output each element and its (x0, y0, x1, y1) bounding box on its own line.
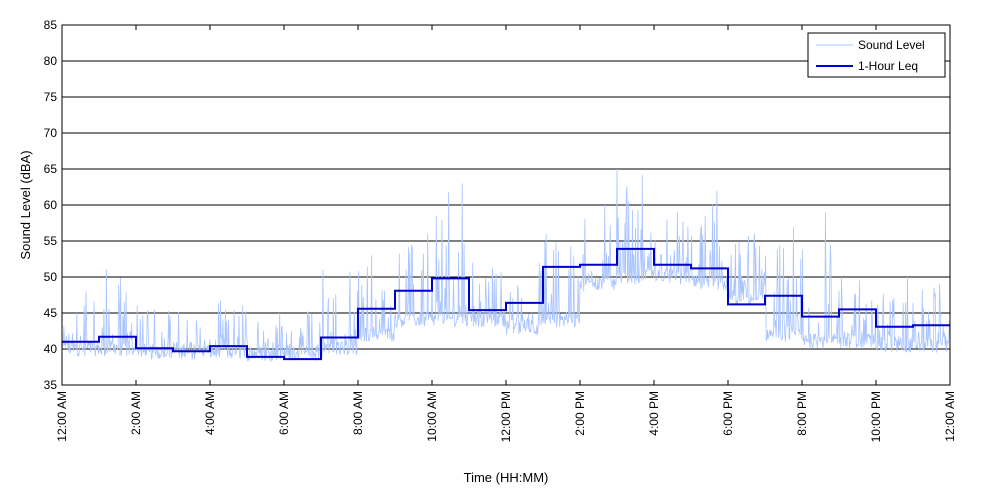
x-tick-label: 2:00 AM (129, 391, 143, 435)
x-tick-label: 4:00 PM (647, 391, 661, 436)
y-axis-title: Sound Level (dBA) (18, 150, 33, 259)
y-tick-label: 65 (44, 162, 58, 176)
y-tick-label: 60 (44, 198, 58, 212)
legend-label-sound-level: Sound Level (858, 38, 925, 52)
sound-level-trace (61, 168, 950, 363)
x-tick-label: 12:00 PM (499, 391, 513, 442)
y-tick-label: 70 (44, 126, 58, 140)
x-tick-label: 8:00 AM (351, 391, 365, 435)
x-tick-label: 10:00 AM (425, 391, 439, 442)
sound-level-line (61, 168, 950, 363)
y-tick-label: 85 (44, 18, 58, 32)
x-tick-label: 2:00 PM (573, 391, 587, 436)
y-tick-label: 75 (44, 90, 58, 104)
y-tick-label: 50 (44, 270, 58, 284)
x-tick-labels: 12:00 AM 2:00 AM 4:00 AM 6:00 AM 8:00 AM 10:0… (55, 391, 957, 442)
y-tick-labels: 35 40 45 50 55 60 65 70 75 80 85 (44, 18, 58, 392)
leq-line (62, 247, 950, 361)
y-tick-label: 55 (44, 234, 58, 248)
x-tick-label: 6:00 PM (721, 391, 735, 436)
y-tick-label: 35 (44, 378, 58, 392)
x-tick-label: 12:00 AM (943, 391, 957, 442)
y-tick-label: 40 (44, 342, 58, 356)
legend-box (807, 32, 946, 78)
legend-label-leq: 1-Hour Leq (858, 59, 918, 73)
plot-frame (61, 24, 951, 386)
x-tick-label: 4:00 AM (203, 391, 217, 435)
x-tick-label: 6:00 AM (277, 391, 291, 435)
y-tick-label: 45 (44, 306, 58, 320)
x-axis-title: Time (HH:MM) (464, 470, 549, 485)
y-tick-label: 80 (44, 54, 58, 68)
x-tick-label: 10:00 PM (869, 391, 883, 442)
x-tick-label: 8:00 PM (795, 391, 809, 436)
legend: Sound Level 1-Hour Leq (807, 32, 946, 78)
leq-step-line (62, 247, 950, 361)
x-tick-label: 12:00 AM (55, 391, 69, 442)
